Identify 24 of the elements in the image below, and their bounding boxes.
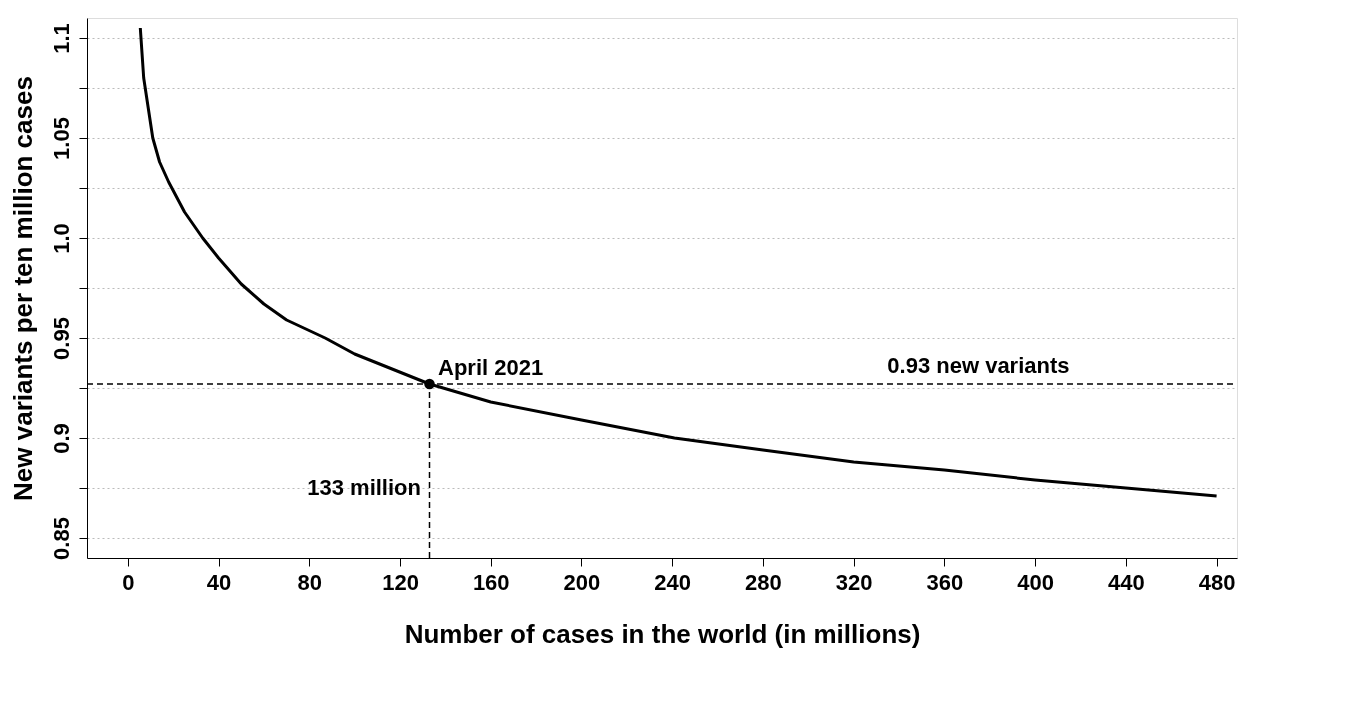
y-tick-label: 0.95 bbox=[48, 317, 74, 360]
annotation: April 2021 bbox=[438, 355, 544, 380]
y-tick-label: 1.1 bbox=[48, 23, 74, 54]
y-tick-label: 1.0 bbox=[48, 223, 74, 254]
y-tick-label: 0.9 bbox=[48, 423, 74, 454]
x-tick-label: 280 bbox=[745, 569, 782, 595]
x-tick-label: 240 bbox=[654, 569, 692, 595]
x-tick-label: 40 bbox=[206, 569, 232, 595]
y-axis-title: New variants per ten million cases bbox=[7, 76, 38, 501]
x-tick-label: 200 bbox=[563, 569, 601, 595]
x-tick-label: 160 bbox=[472, 569, 510, 595]
x-tick-label: 400 bbox=[1017, 569, 1054, 595]
x-tick-label: 0 bbox=[122, 569, 135, 595]
y-tick-label: 0.85 bbox=[48, 517, 74, 560]
x-tick-label: 360 bbox=[926, 569, 964, 595]
annotation: 133 million bbox=[307, 475, 421, 500]
x-tick-label: 320 bbox=[835, 569, 873, 595]
x-tick-label: 440 bbox=[1108, 569, 1145, 595]
x-axis-title: Number of cases in the world (in millions) bbox=[404, 618, 921, 649]
x-tick-label: 120 bbox=[382, 569, 419, 595]
x-tick-label: 80 bbox=[297, 569, 323, 595]
x-tick-label: 480 bbox=[1198, 569, 1236, 595]
y-tick-label: 1.05 bbox=[48, 117, 74, 160]
annotation: 0.93 new variants bbox=[887, 353, 1070, 378]
